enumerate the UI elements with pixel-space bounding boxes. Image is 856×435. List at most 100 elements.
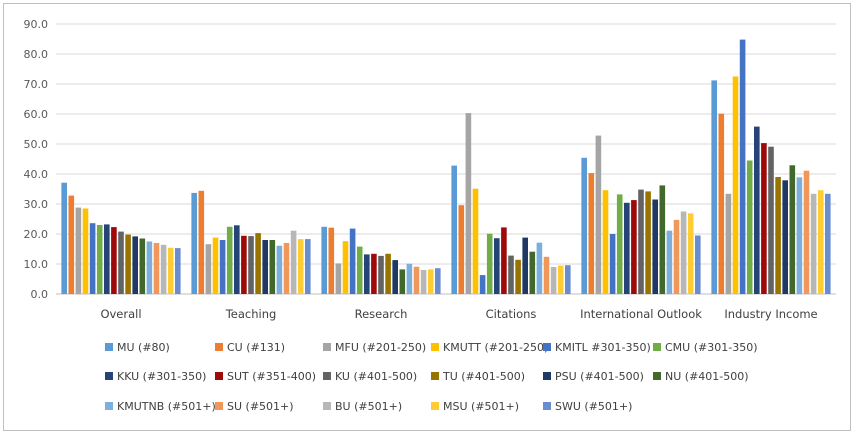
bar: [739, 39, 746, 294]
bar: [687, 213, 694, 294]
bar: [550, 267, 557, 294]
bar: [262, 240, 268, 294]
bar: [522, 237, 528, 294]
gridlines: [56, 23, 836, 295]
bar: [624, 202, 630, 294]
bar: [219, 240, 226, 294]
legend-swatch: [323, 402, 331, 410]
legend-item: MFU (#201-250): [323, 341, 426, 354]
bar: [335, 263, 342, 294]
legend-item: CU (#131): [215, 341, 285, 354]
bar: [718, 113, 725, 294]
legend-swatch: [215, 343, 223, 351]
chart-frame: 0.0 10.0 20.0 30.0 40.0 50.0 60.0 70.0 80.0 90.0 …: [3, 3, 851, 431]
bar: [371, 253, 377, 294]
bar: [616, 194, 623, 294]
legend-swatch: [543, 372, 551, 380]
bar: [494, 238, 500, 294]
bar: [631, 200, 637, 294]
y-tick-label: 50.0: [24, 138, 49, 151]
legend-swatch: [653, 372, 661, 380]
bar: [732, 76, 739, 294]
bar: [290, 230, 297, 294]
bar: [96, 225, 103, 294]
bar: [638, 189, 644, 294]
bar: [212, 237, 219, 294]
bar: [349, 228, 356, 294]
x-tick-label: Teaching: [225, 307, 277, 321]
bar: [581, 157, 587, 294]
bar: [248, 236, 254, 294]
y-tick-label: 20.0: [24, 228, 49, 241]
legend-item: SUT (#351-400): [215, 370, 316, 383]
legend-swatch: [653, 343, 661, 351]
bar: [241, 235, 247, 294]
legend-swatch: [543, 343, 551, 351]
y-tick-label: 70.0: [24, 78, 49, 91]
legend-label: BU (#501+): [335, 400, 402, 413]
bar: [695, 235, 701, 294]
legend-label: SWU (#501+): [555, 400, 632, 413]
bar: [413, 266, 420, 294]
legend-label: TU (#401-500): [442, 370, 525, 383]
legend-item: TU (#401-500): [431, 370, 525, 383]
legend-item: BU (#501+): [323, 400, 402, 413]
bar: [529, 251, 536, 294]
bar: [118, 231, 124, 294]
bar: [435, 268, 441, 294]
bar: [68, 195, 75, 294]
bar: [543, 256, 550, 294]
legend-swatch: [431, 402, 439, 410]
bar: [198, 190, 205, 294]
bar: [328, 227, 335, 294]
bar: [385, 253, 391, 294]
bar: [501, 227, 507, 294]
bar: [125, 234, 131, 294]
x-tick-label: Citations: [486, 307, 537, 321]
legend-item: SU (#501+): [215, 400, 294, 413]
legend-label: KU (#401-500): [335, 370, 417, 383]
x-tick-label: International Outlook: [580, 307, 702, 321]
y-tick-label: 10.0: [24, 258, 49, 271]
bar: [205, 244, 212, 294]
bar: [356, 246, 363, 294]
bar: [825, 193, 831, 294]
legend-swatch: [105, 343, 113, 351]
bar: [392, 260, 398, 294]
legend-label: KMITL #301-350): [555, 341, 651, 354]
bar: [146, 241, 153, 294]
legend-item: MSU (#501+): [431, 400, 519, 413]
bar: [465, 113, 472, 294]
bar: [659, 185, 666, 294]
legend-swatch: [323, 372, 331, 380]
bar: [283, 243, 290, 294]
bar: [420, 270, 427, 294]
bar: [796, 177, 803, 294]
legend-item: KMITL #301-350): [543, 341, 651, 354]
legend-label: SU (#501+): [227, 400, 294, 413]
bar: [427, 269, 434, 294]
x-tick-label: Overall: [100, 307, 141, 321]
bar: [82, 208, 89, 294]
bar: [775, 177, 781, 294]
legend-swatch: [323, 343, 331, 351]
bar: [645, 191, 651, 294]
bar: [761, 143, 767, 294]
bar: [803, 170, 810, 294]
bar: [167, 247, 174, 294]
bar: [132, 236, 138, 294]
bar: [255, 233, 261, 294]
bar: [160, 244, 167, 294]
bar: [789, 165, 796, 294]
bar: [234, 225, 240, 294]
legend-label: MFU (#201-250): [335, 341, 426, 354]
bar: [768, 146, 774, 294]
bar: [754, 126, 760, 294]
bar: [673, 219, 680, 294]
legend-swatch: [215, 372, 223, 380]
y-tick-label: 40.0: [24, 168, 49, 181]
legend-item: PSU (#401-500): [543, 370, 644, 383]
bar: [602, 190, 609, 294]
legend-item: KMUTT (#201-250): [431, 341, 548, 354]
y-axis: 0.0 10.0 20.0 30.0 40.0 50.0 60.0 70.0 80.0 90.0: [24, 18, 49, 301]
